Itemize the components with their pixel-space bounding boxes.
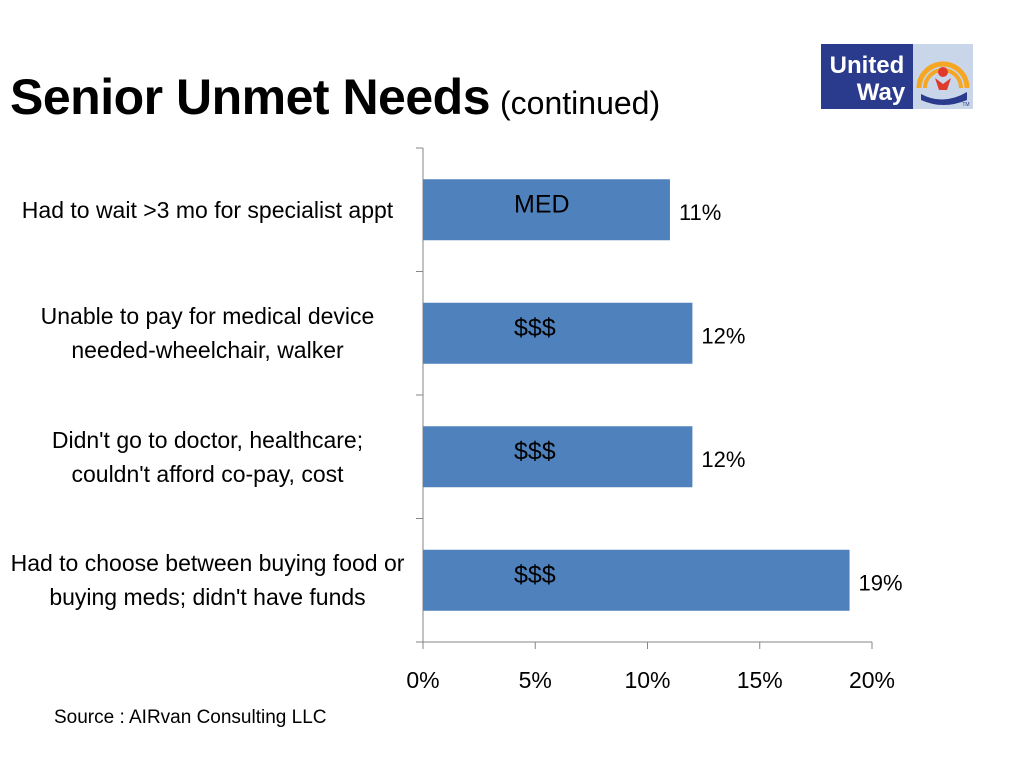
bar-text: MED — [514, 190, 570, 218]
logo-panel-left — [821, 44, 913, 109]
logo-text-line1: United — [830, 52, 905, 79]
data-label: 19% — [859, 570, 903, 595]
x-tick-label: 15% — [737, 667, 783, 693]
person-body-icon — [935, 78, 951, 90]
title-main: Senior Unmet Needs — [10, 69, 491, 125]
bar-text: $$$ — [514, 314, 556, 342]
x-tick-label: 20% — [849, 667, 895, 693]
bar-text: $$$ — [514, 561, 556, 589]
bar — [423, 179, 670, 241]
title-subtitle: (continued) — [500, 85, 661, 121]
bar — [423, 426, 693, 488]
data-label: 11% — [679, 200, 721, 225]
person-head-icon — [938, 67, 948, 77]
category-label: Had to wait >3 mo for specialist appt — [21, 196, 394, 223]
hand-icon — [921, 92, 967, 105]
category-label: Didn't go to doctor, healthcare; couldn'… — [51, 426, 364, 487]
source-note: Source : AIRvan Consulting LLC — [54, 707, 327, 728]
data-label: 12% — [701, 447, 745, 472]
bar-text: $$$ — [514, 437, 556, 465]
logo-tm: TM — [962, 102, 969, 108]
logo-text-line2: Way — [857, 79, 906, 106]
x-tick-label: 5% — [519, 667, 552, 693]
data-label: 12% — [701, 323, 745, 348]
rainbow-arc-icon — [916, 61, 970, 89]
bar — [423, 302, 693, 364]
category-label: Unable to pay for medical device needed-… — [40, 303, 375, 364]
x-tick-label: 0% — [406, 667, 439, 693]
x-tick-label: 10% — [624, 667, 670, 693]
page-title: Senior Unmet Needs (continued) — [10, 68, 660, 126]
bar — [423, 549, 850, 611]
united-way-logo: United Way TM — [821, 44, 973, 109]
category-label: Had to choose between buying food or buy… — [10, 550, 405, 611]
